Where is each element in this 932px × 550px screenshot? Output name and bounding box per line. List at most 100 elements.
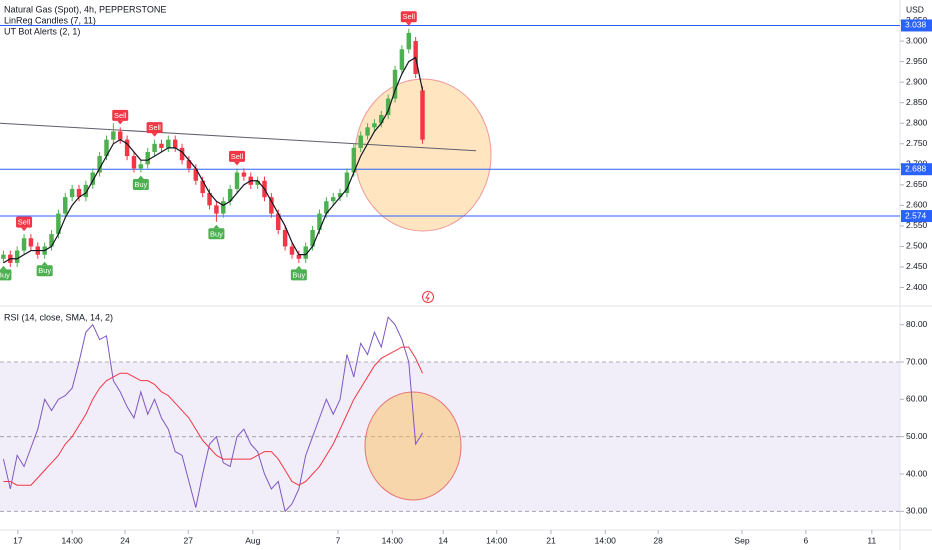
candle-body: [207, 193, 212, 206]
candle-body: [276, 213, 281, 231]
candle-body: [310, 230, 315, 247]
candle-body: [269, 197, 274, 214]
candle-body: [282, 230, 288, 247]
candle-body: [145, 151, 150, 165]
y-tick-label: 2.450: [906, 261, 928, 271]
currency-label: USD: [906, 4, 924, 14]
x-tick-label: 7: [336, 535, 341, 545]
x-tick-label: 14:00: [595, 535, 617, 545]
y-tick-label: 2.650: [906, 179, 928, 189]
candle-body: [221, 201, 226, 214]
signal-badge: [112, 109, 129, 121]
y-tick-label: 2.900: [906, 76, 928, 86]
signal-label: Buy: [0, 270, 10, 279]
trend-line: [0, 122, 477, 152]
y-tick-label: 40.00: [906, 468, 928, 478]
level-label: 2.574: [905, 210, 927, 220]
candle-body: [56, 213, 61, 235]
level-badge: [901, 210, 932, 223]
level-label: 3.038: [905, 20, 927, 30]
y-tick-label: 50.00: [906, 431, 928, 441]
candle-body: [83, 184, 89, 198]
candle-body: [379, 115, 384, 124]
candle-body: [166, 139, 171, 148]
candle-body: [49, 234, 54, 247]
x-tick-label: 11: [867, 535, 876, 545]
signal-pointer: [151, 133, 158, 137]
signal-badge: [132, 179, 149, 191]
signal-badge: [208, 228, 225, 240]
candle-body: [200, 180, 205, 194]
candle-body: [351, 147, 357, 173]
signal-label: Buy: [38, 266, 51, 275]
signal-pointer: [405, 22, 412, 26]
candle-body: [255, 180, 260, 185]
signal-label: Sell: [148, 123, 161, 132]
candle-body: [420, 90, 425, 140]
signal-label: Sell: [114, 111, 127, 120]
candle-body: [392, 69, 398, 99]
x-tick-label: 14:00: [486, 535, 508, 545]
candle-body: [337, 193, 343, 198]
candle-body: [1, 254, 6, 259]
indicator-label: UT Bot Alerts (2, 1): [4, 26, 80, 36]
candle-body: [241, 172, 247, 177]
y-tick-label: 2.800: [906, 117, 928, 127]
candle-body: [358, 135, 363, 148]
level-badge: [901, 19, 932, 32]
x-tick-label: Aug: [245, 535, 260, 545]
signal-pointer: [295, 265, 302, 270]
signal-label: Buy: [210, 229, 223, 238]
indicator-label: LinReg Candles (7, 11): [4, 15, 96, 25]
candle-body: [227, 188, 233, 202]
level-label: 2.688: [905, 163, 927, 173]
y-tick-label: 30.00: [906, 506, 928, 516]
candle-body: [179, 147, 185, 161]
candle-body: [159, 143, 164, 148]
y-tick-label: 2.400: [906, 282, 928, 292]
candle-body: [124, 139, 130, 157]
linreg-line: [3, 56, 424, 264]
candle-body: [372, 123, 377, 128]
x-tick-label: 28: [653, 535, 663, 545]
candle-body: [28, 238, 34, 247]
x-tick-label: 17: [13, 535, 23, 545]
x-tick-label: Sep: [734, 535, 749, 545]
candle-body: [21, 238, 27, 251]
signal-badge: [290, 269, 307, 281]
x-tick-label: 24: [120, 535, 130, 545]
candle-body: [131, 156, 137, 169]
candle-body: [214, 205, 219, 214]
x-tick-label: 21: [546, 535, 556, 545]
candle-body: [385, 98, 391, 116]
x-tick-label: 27: [184, 535, 194, 545]
candle-body: [234, 172, 240, 189]
candle-body: [111, 131, 116, 140]
candle-body: [172, 139, 178, 148]
y-tick-label: 80.00: [906, 319, 928, 329]
y-tick-label: 2.500: [906, 241, 928, 251]
signal-badge: [146, 122, 163, 134]
candle-body: [289, 246, 295, 255]
candle-body: [344, 172, 350, 194]
x-tick-label: 14: [438, 535, 448, 545]
candle-body: [97, 156, 102, 173]
candle-body: [193, 168, 199, 181]
y-tick-label: 2.850: [906, 97, 928, 107]
x-tick-label: 14:00: [382, 535, 404, 545]
highlight-circle: [364, 391, 462, 501]
y-tick-label: 70.00: [906, 356, 928, 366]
candle-body: [152, 143, 157, 152]
candle-body: [324, 201, 329, 214]
signal-badge: [36, 265, 53, 277]
candle-body: [317, 213, 322, 231]
y-tick-label: 2.750: [906, 138, 928, 148]
candle-body: [138, 164, 144, 169]
candle-body: [76, 188, 82, 198]
signal-label: Buy: [292, 270, 305, 279]
signal-badge: [16, 216, 33, 228]
signal-badge: [0, 269, 12, 281]
signal-pointer: [213, 224, 220, 229]
